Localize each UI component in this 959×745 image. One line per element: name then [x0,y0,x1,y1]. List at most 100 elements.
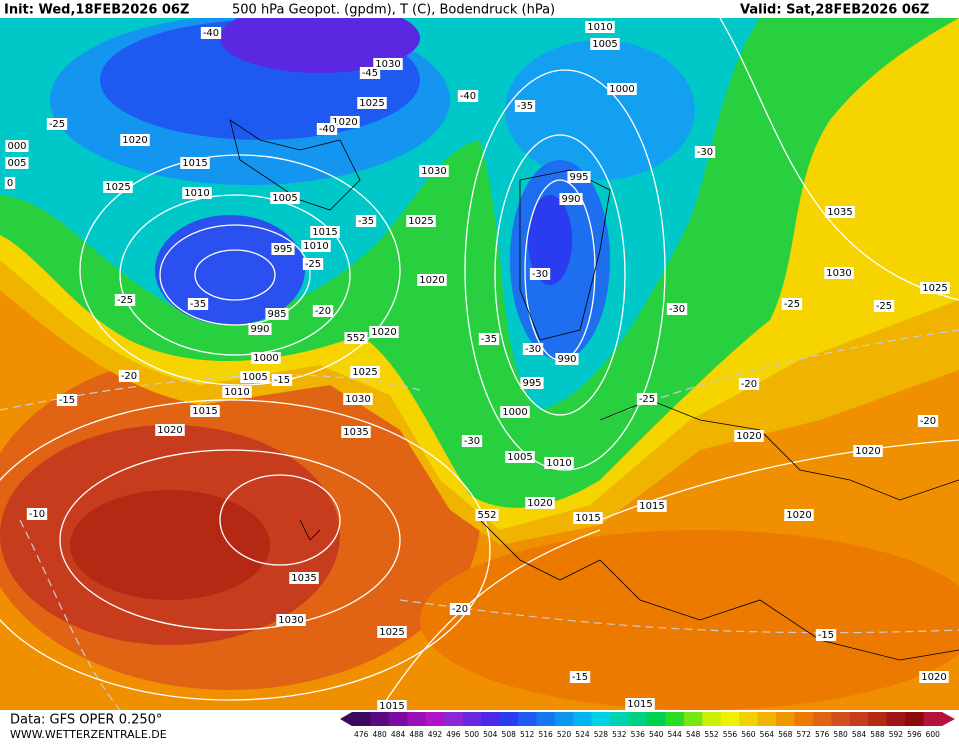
label-box [824,267,854,279]
label-box [114,294,136,306]
colorbar-label: 580 [833,730,848,739]
label-box [289,572,319,584]
low-core [528,195,572,285]
isobar-label-text: 1030 [345,394,370,405]
label-box [505,451,535,463]
isobar-label: 985 [265,308,289,320]
label-box [271,374,293,386]
colorbar-label: 592 [889,730,904,739]
temperature-label: -25 [873,300,895,312]
temperature-label-text: -30 [532,269,548,280]
isobar-label: 1015 [637,500,667,512]
label-box [457,90,479,102]
isobar-label-text: 1020 [855,446,880,457]
colorbar-label: 516 [538,730,553,739]
isobar-label-text: 995 [569,172,588,183]
temperature-label: -10 [26,508,48,520]
temperature-label-text: -30 [525,344,541,355]
colorbar-label: 540 [649,730,664,739]
isobar-label-text: 0 [7,178,13,189]
temperature-label-text: -30 [464,436,480,447]
low-core [155,215,305,325]
colorbar-label: 500 [465,730,480,739]
colorbar-swatch [352,712,371,726]
label-box [190,405,220,417]
colorbar-swatch [628,712,648,726]
isobar-label: 1020 [853,445,883,457]
isobar-label: 1025 [357,97,387,109]
colorbar-swatch [610,712,630,726]
colorbar-label: 596 [907,730,922,739]
colorbar-label: 536 [631,730,646,739]
colorbar-swatch [554,712,574,726]
label-box [369,326,399,338]
temperature-label: -25 [46,118,68,130]
temperature-label: -20 [917,415,939,427]
temperature-label-text: -30 [697,147,713,158]
label-box [590,38,620,50]
temperature-label: -20 [449,603,471,615]
isobar-label: 995 [271,243,295,255]
label-box [26,508,48,520]
temperature-label-text: -20 [452,604,468,615]
label-box [312,305,334,317]
colorbar-swatch [462,712,482,726]
colorbar-label: 496 [446,730,461,739]
colorbar-swatch [370,712,390,726]
isobar-label: 1015 [377,700,407,712]
temperature-label-text: -20 [741,379,757,390]
temperature-label: -20 [118,370,140,382]
label-box [377,626,407,638]
isobar-label-text: 1020 [786,510,811,521]
temperature-label-text: -25 [639,394,655,405]
colorbar-swatch [591,712,611,726]
isobar-label: 1025 [350,366,380,378]
label-box [738,378,760,390]
isobar-label: 1035 [341,426,371,438]
isobar-label-text: 1015 [575,513,600,524]
temperature-label: -35 [355,215,377,227]
temperature-label: -20 [738,378,760,390]
temperature-label: -30 [666,303,688,315]
temperature-label: -15 [569,671,591,683]
colorbar-label: 564 [760,730,775,739]
temperature-label: -15 [56,394,78,406]
temperature-label: -25 [302,258,324,270]
isobar-label: 1020 [417,274,447,286]
colorbar-swatch [517,712,537,726]
label-box [449,603,471,615]
map-title: 500 hPa Geopot. (gpdm), T (C), Bodendruc… [232,3,555,18]
colorbar-swatch [499,712,519,726]
label-box [200,27,222,39]
colorbar-swatch [905,712,925,726]
temperature-label-text: -40 [203,28,219,39]
isobar-label: 1030 [276,614,306,626]
isobar-label-text: 1020 [527,498,552,509]
data-source: Data: GFS OPER 0.250° [10,713,162,728]
blue-area [505,40,695,180]
temperature-label: -15 [271,374,293,386]
label-box [920,282,950,294]
isobar-label-text: 1025 [408,216,433,227]
isobar-label-text: 1005 [592,39,617,50]
temperature-label-text: -35 [190,299,206,310]
isobar-label: 1005 [505,451,535,463]
isobar-label: 1030 [343,393,373,405]
label-box [853,445,883,457]
temperature-label-text: -15 [572,672,588,683]
temperature-label-text: -35 [517,101,533,112]
isobar-label-text: 1030 [421,166,446,177]
temperature-label: -30 [694,146,716,158]
isobar-label: 0 [4,177,16,189]
purple-area [220,18,420,73]
site-name: WWW.WETTERZENTRALE.DE [10,728,167,741]
label-box [373,58,403,70]
isobar-label: 1025 [377,626,407,638]
temperature-label-text: -20 [121,371,137,382]
isobar-label: 1020 [919,671,949,683]
label-box [625,698,655,710]
isobar-label-text: 1015 [312,227,337,238]
label-box [302,258,324,270]
isobar-label: 990 [248,323,272,335]
label-box [330,116,360,128]
